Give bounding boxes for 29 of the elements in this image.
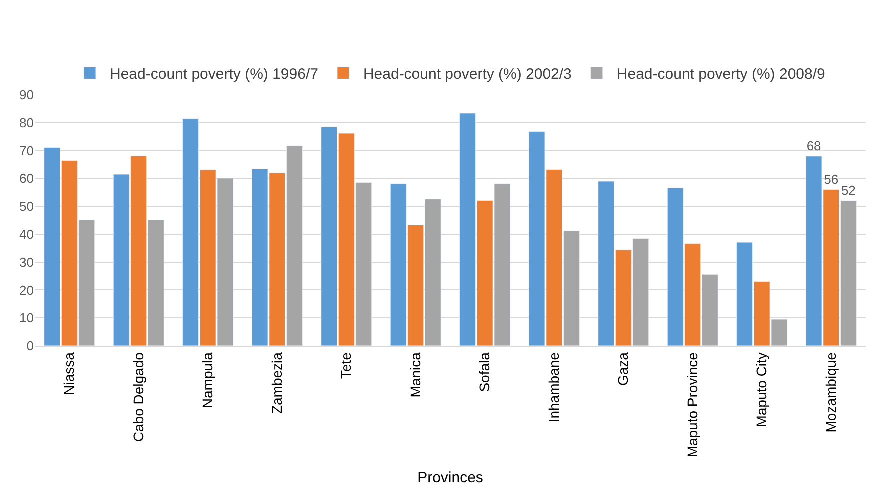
x-tick-label: Cabo Delgado <box>130 352 146 442</box>
y-tick-label: 80 <box>20 115 34 130</box>
x-tick-label: Maputo City <box>754 352 770 428</box>
x-tick-label: Tete <box>338 352 354 380</box>
x-tick-label: Mozambique <box>822 352 839 433</box>
y-tick-label: 40 <box>20 226 34 242</box>
x-tick-label: Nampula <box>200 352 216 409</box>
legend-label: Head-count poverty (%) 2008/9 <box>616 66 826 84</box>
data-label: 52 <box>841 182 856 198</box>
legend-label: Head-count poverty (%) 1996/7 <box>110 66 318 84</box>
y-tick-label: 30 <box>20 254 34 270</box>
y-tick-label: 20 <box>20 282 34 298</box>
legend-label: Head-count poverty (%) 2002/3 <box>363 66 572 84</box>
x-tick-label: Niassa <box>61 352 78 396</box>
x-tick-label: Inhambane <box>546 352 562 423</box>
x-tick-label: Gaza <box>615 352 632 386</box>
y-tick-label: 90 <box>20 88 34 103</box>
data-label: 68 <box>806 138 822 154</box>
x-axis-title: Provinces <box>418 470 484 487</box>
x-tick-label: Manica <box>407 352 424 398</box>
x-tick-label: Maputo Province <box>684 352 700 458</box>
y-tick-label: 60 <box>20 171 34 186</box>
y-tick-label: 70 <box>20 143 34 158</box>
x-tick-label: Sofala <box>476 352 493 392</box>
data-label: 56 <box>824 172 839 187</box>
y-tick-label: 0 <box>26 338 34 354</box>
y-tick-label: 50 <box>20 199 34 214</box>
y-tick-label: 10 <box>20 310 34 326</box>
x-tick-label: Zambezia <box>268 352 285 414</box>
